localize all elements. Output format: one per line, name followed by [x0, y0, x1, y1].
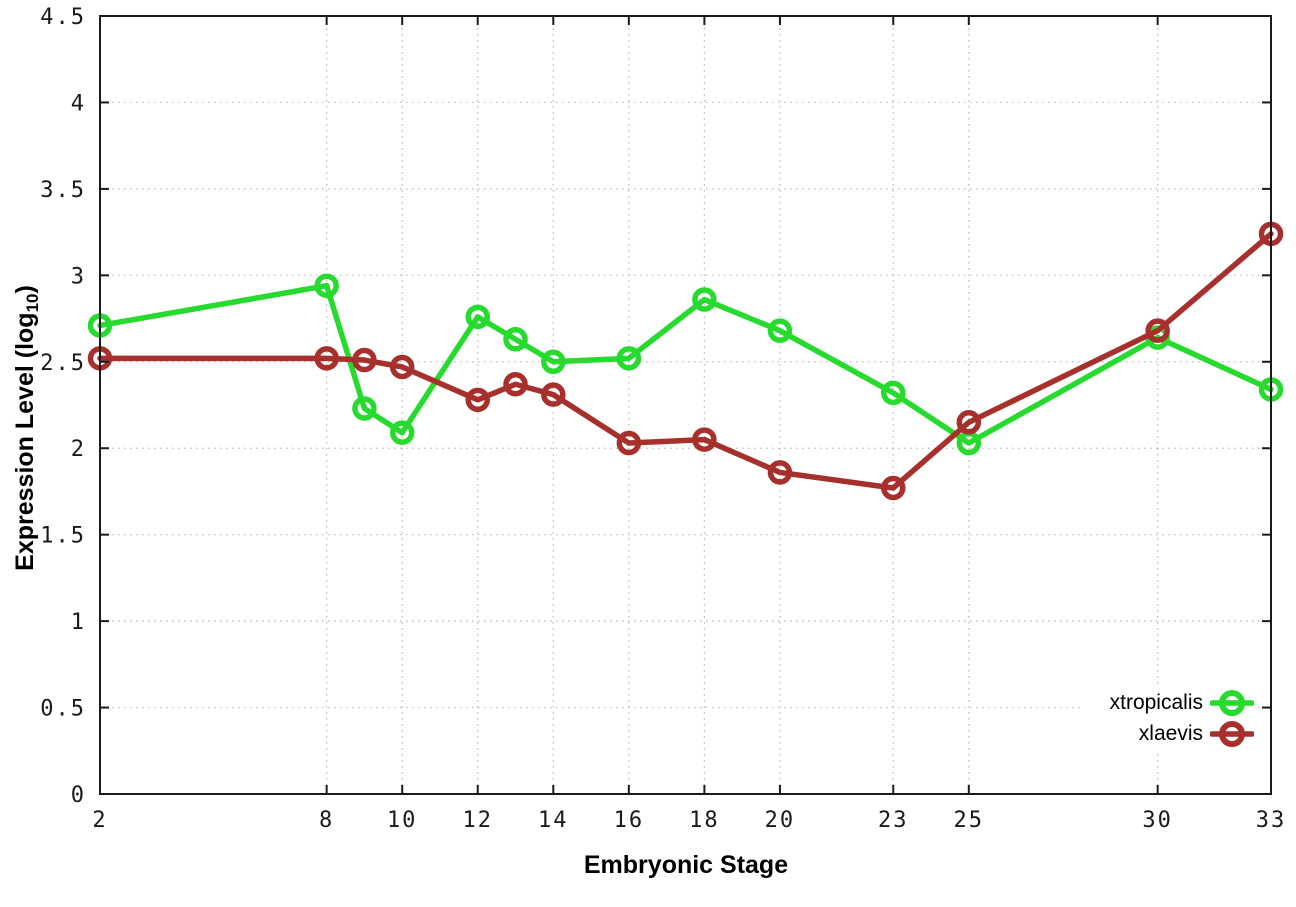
xlaevis-point	[389, 354, 415, 380]
y-axis-title-subscript: 10	[22, 293, 42, 313]
xlaevis-point	[1145, 318, 1170, 343]
legend-item-xlaevis: xlaevis	[1139, 718, 1254, 749]
y-tick-label: 2.5	[40, 351, 86, 376]
y-axis-title: Expression Level (log10)	[11, 285, 43, 571]
xlaevis-line	[97, 231, 1274, 491]
y-tick-label: 4	[71, 91, 86, 116]
xlaevis-point	[314, 346, 339, 371]
legend-label: xlaevis	[1138, 721, 1203, 745]
xlaevis-point	[352, 347, 377, 373]
y-tick-label: 2	[71, 437, 86, 462]
xlaevis-point	[767, 460, 793, 485]
legend-item-xtropicalis: xtropicalis	[1110, 687, 1254, 718]
xlaevis-point	[616, 430, 642, 456]
y-tick-label: 0	[71, 783, 86, 808]
x-tick-label: 23	[878, 808, 909, 833]
xtropicalis-point	[767, 318, 793, 343]
plot-border	[99, 15, 1272, 795]
x-tick-label: 8	[319, 808, 334, 833]
x-tick-label: 14	[538, 808, 569, 833]
y-axis-title-text: Expression Level (log	[11, 312, 40, 571]
x-tick-label: 12	[462, 808, 493, 833]
x-tick-label: 20	[765, 808, 796, 833]
xtropicalis-point	[503, 327, 528, 352]
x-tick-label: 33	[1256, 808, 1287, 833]
xlaevis-series-marker-icon	[1210, 720, 1254, 747]
x-axis-title: Embryonic Stage	[583, 851, 789, 879]
y-tick-label: 4.5	[40, 5, 86, 30]
xlaevis-point	[503, 372, 528, 397]
x-tick-label: 16	[614, 808, 645, 833]
xtropicalis-point	[541, 349, 566, 375]
xtropicalis-point	[616, 346, 642, 371]
xtropicalis-point	[881, 380, 906, 406]
xlaevis-point	[881, 475, 906, 501]
xtropicalis-series-marker-icon	[1210, 689, 1254, 716]
xtropicalis-line	[97, 282, 1274, 446]
legend: xtropicalis xlaevis	[1079, 685, 1254, 751]
xtropicalis-point	[352, 396, 377, 421]
y-tick-label: 3.5	[40, 178, 86, 203]
y-tick-label: 3	[71, 264, 86, 289]
xlaevis-point	[956, 410, 982, 435]
xtropicalis-point	[465, 304, 490, 330]
xtropicalis-point	[389, 420, 415, 445]
x-tick-label: 25	[954, 808, 985, 833]
x-tick-label: 18	[689, 808, 720, 833]
xlaevis-point	[541, 382, 566, 407]
xtropicalis-point	[692, 287, 717, 312]
y-tick-label: 1.5	[40, 524, 86, 549]
xlaevis-point	[692, 427, 717, 452]
x-tick-label: 10	[387, 808, 418, 833]
x-tick-label: 2	[92, 808, 107, 833]
y-tick-label: 1	[71, 610, 86, 635]
xlaevis-point	[465, 387, 490, 413]
y-axis-title-suffix: )	[11, 285, 40, 294]
legend-label: xtropicalis	[1109, 690, 1203, 714]
x-tick-label: 30	[1142, 808, 1173, 833]
xtropicalis-point	[314, 273, 339, 298]
y-tick-label: 0.5	[40, 697, 86, 722]
